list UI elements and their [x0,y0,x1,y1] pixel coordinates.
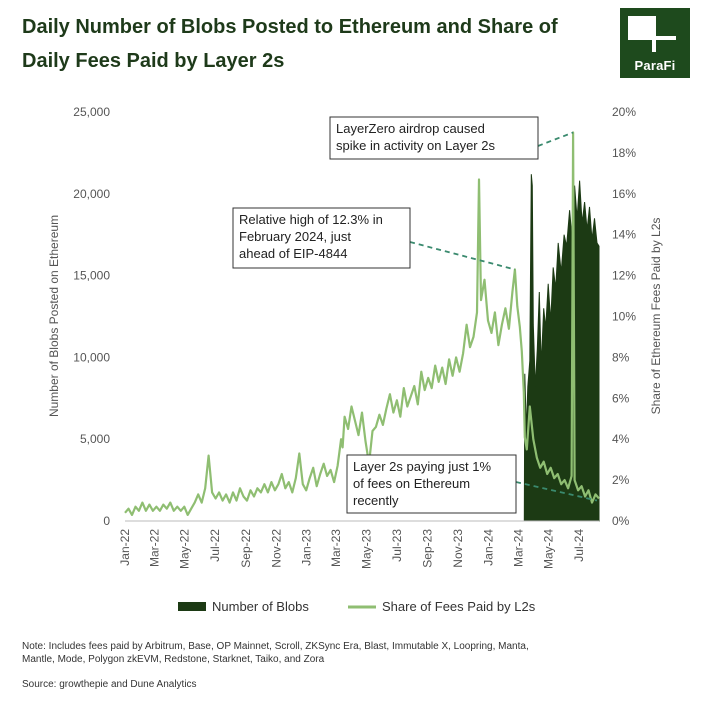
chart-annotations: LayerZero airdrop caused spike in activit… [232,116,598,514]
y-right-tick-label: 8% [612,350,630,364]
y-left-tick-label: 25,000 [73,105,110,119]
blobs-fees-chart: 0 5,000 10,000 15,000 20,000 25,000 0% 2% 4% 6% 8%… [47,105,663,614]
annotation-box [232,207,411,269]
annotation-box [329,116,539,160]
x-tick-label: Jul-23 [390,529,404,562]
y-left-tick-label: 15,000 [73,269,110,283]
x-tick-label: Sep-22 [239,529,253,568]
legend-label-blobs: Number of Blobs [212,599,309,614]
blobs-area [523,174,600,522]
x-tick-label: Mar-23 [329,529,343,567]
legend-label-share: Share of Fees Paid by L2s [382,599,536,614]
y-right-tick-label: 4% [612,432,630,446]
blobs-series [523,174,600,522]
y-right-tick-label: 16% [612,187,636,201]
annotation-leader-line [409,241,516,271]
y-right-axis-label: Share of Ethereum Fees Paid by L2s [649,218,663,415]
x-tick-label: Sep-23 [421,529,435,568]
y-left-tick-label: 10,000 [73,350,110,364]
x-tick-label: Nov-23 [451,529,465,568]
x-tick-label: May-22 [178,529,192,569]
y-left-axis-label: Number of Blobs Posted on Ethereum [47,215,61,417]
y-right-tick-label: 10% [612,310,636,324]
chart-title: Daily Number of Blobs Posted to Ethereum… [22,16,558,72]
chart-axes: 0 5,000 10,000 15,000 20,000 25,000 0% 2% 4% 6% 8%… [47,105,663,569]
x-tick-label: Jul-24 [572,529,586,562]
x-tick-label: May-23 [359,529,373,569]
chart-legend: Number of Blobs Share of Fees Paid by L2s [178,599,536,614]
annotation-text: LayerZero airdrop caused spike in activit… [336,121,495,153]
x-tick-label: Mar-24 [511,529,525,567]
y-right-tick-label: 20% [612,105,636,119]
x-tick-label: Jan-22 [118,529,132,566]
annotation-leader-line [515,481,598,502]
chart-source: Source: growthepie and Dune Analytics [22,679,197,690]
parafi-logo: ParaFi [620,8,690,78]
y-right-tick-label: 18% [612,146,636,160]
y-right-tick-label: 6% [612,391,630,405]
y-right-tick-label: 2% [612,473,630,487]
x-tick-label: Jan-23 [300,529,314,566]
annotation-box [346,454,517,514]
legend-swatch-blobs [178,602,206,611]
x-tick-label: Jul-22 [208,529,222,562]
annotation-text: Layer 2s paying just 1% of fees on Ethere… [353,459,491,508]
y-right-tick-label: 14% [612,228,636,242]
annotation-text: Relative high of 12.3% in February 2024, … [239,212,383,261]
parafi-logo-mark-icon [628,16,676,52]
x-tick-label: Mar-22 [147,529,161,567]
y-left-tick-label: 20,000 [73,187,110,201]
y-left-tick-label: 0 [103,514,110,528]
chart-note: Note: Includes fees paid by Arbitrum, Ba… [22,641,529,665]
logo-text: ParaFi [634,58,676,73]
x-tick-label: May-24 [542,529,556,569]
annotation-leader-line [537,131,574,147]
y-right-tick-label: 12% [612,269,636,283]
x-tick-label: Jan-24 [481,529,495,566]
x-tick-label: Nov-22 [269,529,283,568]
y-right-tick-label: 0% [612,514,630,528]
y-left-tick-label: 5,000 [80,432,110,446]
